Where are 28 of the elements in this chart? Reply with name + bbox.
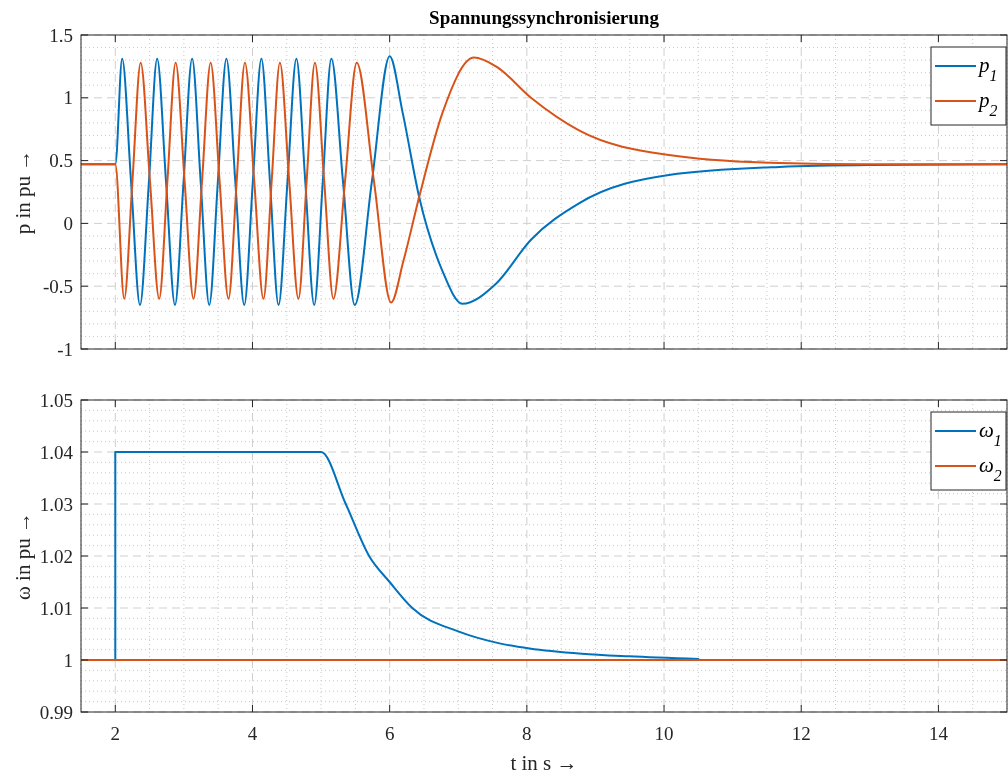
legend-label: ω$_{2}$: [979, 453, 1002, 484]
y-tick-label: -0.5: [42, 275, 73, 297]
x-tick-label: 10: [654, 723, 674, 744]
x-tick-label: 6: [384, 723, 395, 744]
x-tick-label: 12: [791, 723, 811, 744]
x-tick-label: 8: [522, 723, 532, 744]
y-tick-label: 1.02: [39, 545, 73, 567]
y-axis-title: p in pu →: [11, 149, 35, 235]
y-tick-label: -1: [57, 338, 73, 360]
y-tick-label: 1.03: [39, 493, 73, 515]
legend-label: ω$_{1}$: [979, 418, 1002, 449]
y-tick-label: 1.05: [39, 389, 73, 411]
legend-label: p$_{1}$: [977, 53, 998, 84]
chart-title: Spannungssynchronisierung: [429, 7, 660, 28]
y-tick-label: 0.5: [49, 150, 73, 172]
x-tick-label: 4: [247, 723, 258, 744]
y-tick-label: 0: [63, 213, 73, 235]
y-tick-label: 1.01: [39, 597, 73, 619]
y-tick-label: 1.04: [39, 441, 74, 463]
y-tick-label: 0.99: [39, 701, 73, 723]
y-tick-label: 1: [63, 87, 73, 109]
x-tick-label: 14: [928, 723, 949, 744]
x-axis-title: t in s →: [510, 751, 578, 775]
legend-label: p$_{2}$: [977, 88, 998, 119]
y-tick-label: 1.5: [49, 24, 73, 46]
y-tick-label: 1: [63, 649, 73, 671]
x-tick-label: 2: [110, 723, 121, 744]
y-axis-title: ω in pu →: [11, 512, 35, 600]
